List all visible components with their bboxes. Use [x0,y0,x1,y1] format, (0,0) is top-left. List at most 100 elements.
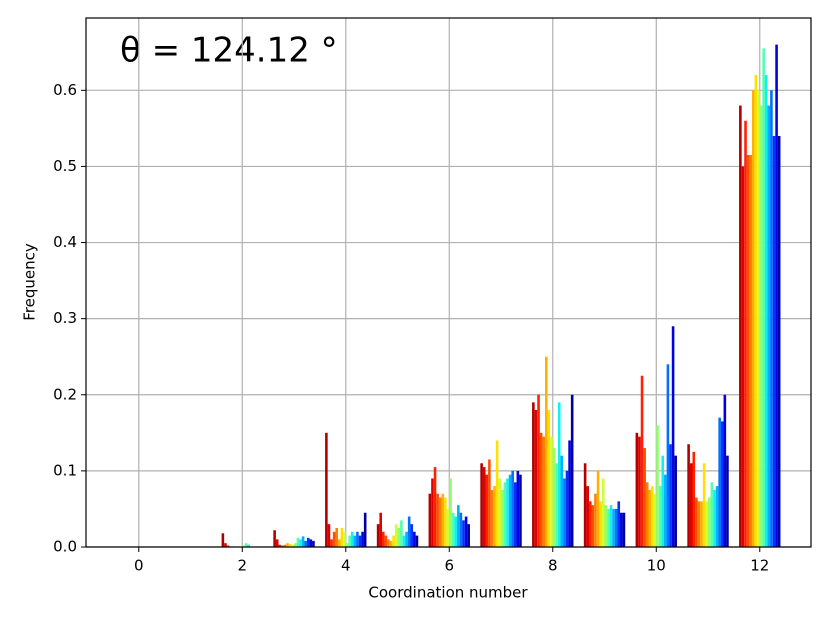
bar [356,531,359,547]
bar [428,493,432,547]
bar [516,470,520,547]
bar [547,409,551,547]
bar [508,474,512,547]
bar [643,448,646,547]
bar [353,535,357,547]
bar [436,493,439,547]
bar [462,520,465,547]
bar [741,166,745,548]
bar [488,459,491,547]
bar [387,539,390,547]
bar [451,512,455,547]
bar [583,463,587,547]
bar [609,505,613,547]
bar [294,543,297,547]
bar [752,90,755,547]
bar [596,470,600,547]
bar [459,512,463,547]
bar [586,486,589,547]
bar [545,356,548,547]
bar [552,448,556,547]
bar [708,497,711,547]
bar [687,444,690,547]
bar [275,539,279,547]
chart-title: θ = 124.12 ° [120,31,338,71]
bar [671,326,675,547]
bar [588,501,592,547]
bar [278,544,282,547]
y-axis-label: Frequency [21,243,39,321]
bar [715,486,719,547]
bar [325,432,328,547]
bar [350,531,354,547]
bar [309,539,313,547]
bar [713,489,716,547]
bar [348,535,351,547]
bar [464,516,468,547]
bar [697,501,701,547]
plot-frame [85,17,812,548]
bar [242,545,245,547]
bar [658,486,662,547]
bar [394,524,398,547]
bar [283,544,287,547]
bar [739,105,742,547]
bar [338,539,341,547]
bar [441,493,445,547]
bar [617,501,621,547]
bar [656,425,659,547]
bar [392,535,395,547]
y-tick-label: 0.3 [53,309,77,327]
y-tick-label: 0.5 [53,157,77,175]
bar [389,540,393,547]
bar [335,527,339,547]
bar [726,455,729,547]
bar [306,537,310,547]
bar [612,508,615,547]
bar [312,540,315,547]
bar [273,530,276,547]
bar [480,463,483,547]
bar [705,501,709,547]
bar [506,478,509,547]
bar [568,440,571,547]
bar [599,501,602,547]
bar [640,375,644,547]
y-tick-label: 0.0 [53,538,77,556]
x-tick-label: 0 [134,557,144,575]
bar [550,436,553,547]
x-tick-label: 2 [238,557,248,575]
bar [379,512,383,547]
bar [281,545,284,547]
bar [692,451,696,547]
bar [503,482,507,547]
bar [501,489,504,547]
bar [759,105,763,547]
x-tick-label: 8 [548,557,558,575]
bar [513,482,517,547]
bar [454,516,458,547]
bar [382,531,385,547]
bar [638,436,641,547]
bar [664,474,667,547]
bar [749,155,753,547]
bar [438,497,442,547]
bar [772,135,776,547]
bar [519,474,522,547]
bar [482,467,486,547]
bar [402,535,406,547]
bar [485,474,489,547]
bar [490,489,494,547]
bar [407,516,411,547]
bar [689,463,693,547]
bar [594,493,597,547]
bar [555,463,558,547]
x-axis-label: Coordination number [368,584,528,602]
bar [413,531,416,547]
bar [410,524,414,547]
bar [431,478,434,547]
bar [330,539,333,547]
bar [244,543,248,547]
x-tick-label: 12 [750,557,769,575]
